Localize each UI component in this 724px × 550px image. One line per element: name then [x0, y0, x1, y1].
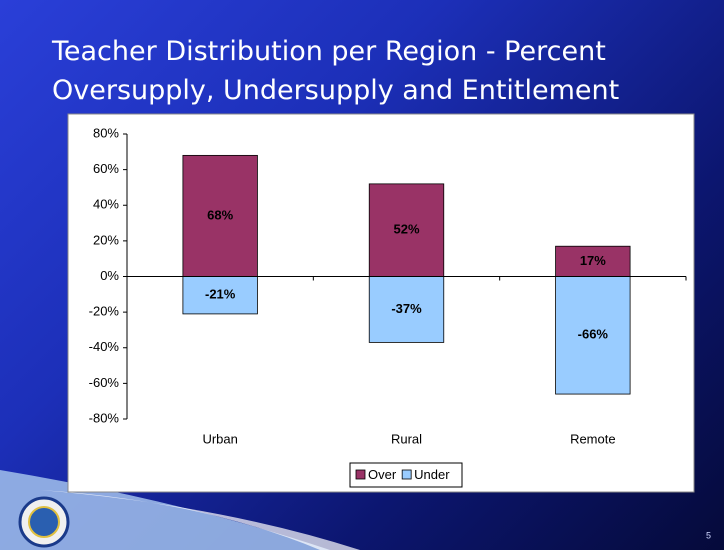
data-label: -37%: [391, 301, 422, 316]
title-area: Teacher Distribution per Region - Percen…: [51, 36, 619, 106]
legend-label: Under: [414, 467, 450, 482]
bar: [182, 276, 258, 315]
data-label: 52%: [393, 222, 419, 237]
title-line: Oversupply, Undersupply and Entitlement: [52, 75, 619, 106]
data-label: 17%: [580, 253, 606, 268]
bar: [182, 154, 258, 277]
logo: [28, 506, 60, 538]
data-label: -21%: [205, 287, 236, 302]
bar: [555, 245, 631, 277]
x-tick-label: Rural: [391, 431, 422, 446]
x-tick-label: Urban: [202, 431, 237, 446]
y-tick-label: -40%: [89, 339, 120, 354]
y-tick-label: 80%: [93, 125, 119, 140]
y-tick-label: 40%: [93, 197, 119, 212]
title-line: Teacher Distribution per Region - Percen…: [51, 36, 606, 67]
swoosh: [40, 490, 360, 550]
legend-swatch: [355, 469, 366, 480]
legend-swatch: [401, 469, 412, 480]
bar: [368, 276, 445, 343]
page-number: 5: [706, 530, 711, 540]
y-tick-label: -60%: [89, 375, 120, 390]
x-tick-label: Remote: [570, 431, 616, 446]
y-tick-label: 20%: [93, 232, 119, 247]
data-label: -66%: [578, 327, 609, 342]
data-label: 68%: [207, 207, 233, 222]
y-tick-label: 60%: [93, 161, 119, 176]
y-tick-label: -20%: [89, 304, 120, 319]
legend-label: Over: [368, 467, 397, 482]
y-tick-label: -80%: [89, 410, 120, 425]
y-tick-label: 0%: [100, 268, 119, 283]
